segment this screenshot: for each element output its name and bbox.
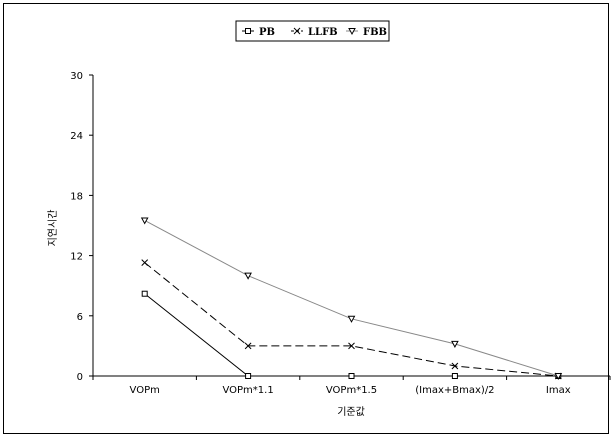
series-fbb-point [554, 373, 563, 381]
y-tick-label: 24 [70, 131, 83, 142]
legend-box [235, 20, 390, 42]
series-llfb-point [451, 362, 459, 370]
series-fbb-point [347, 315, 356, 323]
y-tick-label: 18 [70, 191, 83, 202]
legend-item-fbb: FBB [346, 27, 387, 38]
series-fbb [140, 217, 563, 381]
series-fbb-point [140, 217, 149, 225]
legend-swatch-marker [348, 28, 356, 36]
series-pb-line [144, 293, 559, 377]
legend-label: FBB [363, 27, 387, 38]
series-pb-point [348, 373, 355, 379]
x-tick-label: VOPm*1.1 [222, 385, 273, 396]
y-axis-title: 지연시간 [47, 210, 59, 247]
y-tick-label: 0 [77, 372, 83, 383]
legend-swatch-marker-stroke [293, 27, 301, 35]
series-llfb-line [144, 262, 559, 377]
legend-label: LLFB [308, 27, 338, 38]
y-tick-label: 30 [70, 71, 83, 82]
legend-item-llfb: LLFB [291, 27, 338, 38]
y-tick-label: 6 [77, 312, 83, 323]
legend-label: PB [259, 27, 275, 38]
legend-swatch-marker [293, 27, 301, 35]
series-llfb-point [244, 342, 252, 350]
series-fbb-point [244, 272, 252, 280]
chart-frame [3, 3, 609, 434]
series-pb-point [451, 373, 458, 379]
x-tick-label: VOPm [130, 385, 160, 396]
series-pb [141, 290, 562, 379]
series-llfb-point-stroke [244, 342, 252, 350]
series-llfb-point-stroke [451, 362, 459, 370]
series-llfb-point-stroke [348, 342, 355, 350]
x-tick-label: (Imax+Bmax)/2 [415, 385, 494, 396]
series-pb-point [141, 290, 148, 297]
legend-item-pb: PB [242, 27, 275, 38]
series-llfb [141, 259, 562, 380]
series-layer [140, 217, 563, 381]
series-llfb-point [141, 259, 149, 266]
series-llfb-point [348, 342, 355, 350]
y-tick-label: 12 [70, 252, 83, 263]
series-fbb-point [451, 340, 459, 348]
x-axis-title: 기준값 [337, 406, 365, 418]
x-tick-label: Imax [546, 385, 571, 396]
x-tick-label: VOPm*1.5 [326, 385, 377, 396]
series-fbb-line [144, 220, 559, 377]
series-pb-point [245, 373, 252, 379]
legend: PB LLFB FBB [235, 20, 390, 42]
series-llfb-point-stroke [141, 259, 149, 266]
axes: 0 6 12 18 24 30 VOPm VOPm*1.1 VOPm*1.5 (Imax+Bmax… [70, 71, 611, 396]
legend-swatch-marker [245, 28, 251, 34]
